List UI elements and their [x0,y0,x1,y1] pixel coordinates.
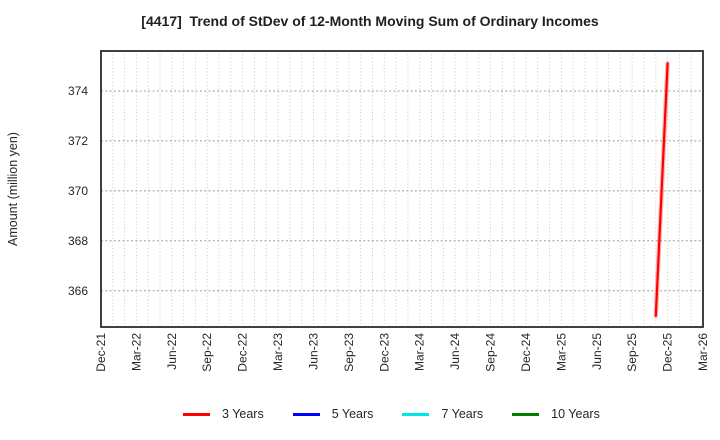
legend-swatch-10-years-icon [512,412,540,416]
x-tick-label: Mar-22 [129,333,143,371]
legend-item-10-years: 10 Years [512,406,600,422]
x-tick-label: Dec-22 [236,333,250,372]
x-tick-label: Mar-23 [271,333,285,371]
x-tick-label: Jun-24 [448,333,462,370]
x-tick-label: Sep-22 [200,333,214,372]
x-tick-label: Dec-25 [661,333,675,372]
x-tick-label: Dec-21 [94,333,108,372]
series-line-3-years [654,62,669,317]
x-tick-label: Mar-25 [554,333,568,371]
legend-swatch-7-years-icon [402,412,430,416]
x-tick-label: Sep-23 [342,333,356,372]
x-tick-label: Jun-22 [165,333,179,370]
x-tick-label: Mar-24 [413,333,427,371]
plot-border [100,50,704,328]
legend-item-5-years: 5 Years [292,406,374,422]
x-tick-label: Jun-23 [307,333,321,370]
legend-swatch-3-years-icon [183,412,210,416]
y-tick-label: 374 [68,84,88,98]
x-tick-label: Jun-25 [590,333,604,370]
legend-item-7-years: 7 Years [402,406,483,422]
y-tick-label: 370 [68,184,88,198]
legend-label-5-years: 5 Years [331,407,374,421]
legend-label-10-years: 10 Years [551,407,600,421]
x-tick-label: Dec-24 [519,333,533,372]
y-axis-label: Amount (million yen) [6,132,20,246]
legend-swatch-5-years-icon [292,412,320,416]
legend: 3 Years 5 Years 7 Years 10 Years [183,406,600,422]
chart-title: [4417] Trend of StDev of 12-Month Moving… [141,13,599,29]
y-tick-label: 366 [68,284,88,298]
y-tick-label: 372 [68,134,88,148]
legend-label-7-years: 7 Years [441,407,484,421]
legend-label-3-years: 3 Years [222,407,264,421]
x-tick-label: Sep-24 [484,333,498,372]
y-tick-label: 368 [68,234,88,248]
x-tick-label: Sep-25 [625,333,639,372]
x-tick-label: Dec-23 [377,333,391,372]
legend-item-3-years: 3 Years [183,406,264,422]
x-tick-label: Mar-26 [696,333,710,371]
